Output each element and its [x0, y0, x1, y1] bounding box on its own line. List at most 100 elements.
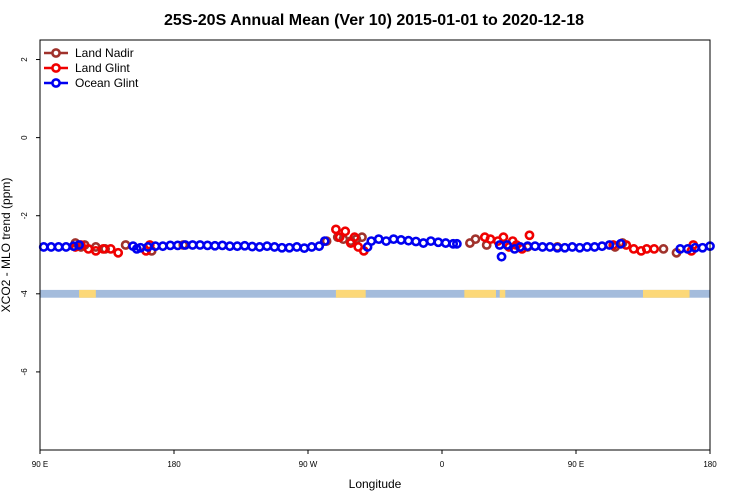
y-axis-label: XCO2 - MLO trend (ppm) [0, 178, 13, 313]
data-point [649, 244, 660, 254]
land-ocean-band [40, 289, 710, 298]
data-point [262, 241, 272, 252]
data-point [451, 238, 462, 249]
data-point [485, 234, 496, 245]
data-point [247, 241, 258, 252]
data-point [589, 242, 600, 252]
data-point [53, 242, 64, 252]
data-point [559, 242, 570, 253]
data-point [314, 241, 325, 252]
data-point [113, 247, 124, 258]
data-point [537, 242, 548, 252]
data-point [68, 241, 79, 252]
data-point [254, 242, 265, 252]
data-point [574, 242, 585, 253]
data-points [38, 224, 715, 262]
x-tick-label: 90 W [299, 460, 318, 469]
data-point [502, 240, 513, 250]
y-tick-label: -2 [20, 212, 29, 220]
data-point [105, 244, 116, 254]
land-segment [79, 289, 96, 298]
data-point [210, 240, 220, 251]
plot-frame [39, 39, 711, 451]
data-point [567, 242, 578, 252]
data-point [366, 236, 377, 246]
data-point [524, 230, 535, 241]
land-segment [499, 289, 506, 298]
data-point [165, 240, 176, 251]
data-point [530, 241, 540, 252]
data-point [658, 244, 669, 254]
data-point [299, 243, 310, 254]
data-point [98, 244, 109, 254]
legend-label: Land Glint [75, 61, 130, 75]
data-point [498, 232, 509, 243]
data-point [224, 241, 235, 252]
data-point [615, 238, 626, 249]
y-tick-label: -6 [20, 368, 29, 376]
data-point [425, 236, 436, 246]
data-point [180, 240, 191, 250]
data-point [291, 242, 302, 252]
data-point [448, 238, 459, 249]
data-point [157, 241, 168, 252]
data-point [582, 242, 593, 252]
data-point [433, 237, 444, 248]
data-point [331, 224, 341, 235]
legend-marker [51, 48, 61, 58]
data-point [440, 238, 451, 248]
data-point [172, 240, 183, 251]
legend-marker [51, 78, 61, 88]
land-segment [335, 289, 366, 298]
data-point [604, 240, 615, 250]
data-point [239, 240, 250, 251]
data-point [319, 236, 330, 246]
data-point [277, 242, 287, 253]
data-point [120, 240, 131, 250]
x-tick-label: 90 E [568, 460, 584, 469]
y-tick-label: 0 [20, 135, 29, 140]
data-point [675, 244, 686, 254]
data-point [38, 242, 49, 252]
chart-title: 25S-20S Annual Mean (Ver 10) 2015-01-01 … [164, 12, 584, 29]
data-point [597, 241, 607, 252]
data-point [396, 235, 406, 245]
data-point [418, 238, 429, 248]
x-tick-label: 180 [703, 460, 717, 469]
data-point [470, 234, 481, 245]
data-point [150, 241, 161, 252]
data-point [388, 234, 399, 245]
data-point [306, 242, 317, 252]
data-point [357, 232, 367, 243]
series-land-glint [70, 224, 699, 258]
data-point [334, 232, 345, 243]
x-axis: 90 E 180 90 W 0 90 E 180 [32, 450, 717, 469]
data-point [195, 240, 205, 250]
data-point [403, 235, 414, 246]
land-segment [643, 289, 690, 298]
legend-label: Ocean Glint [75, 76, 139, 90]
data-point [187, 240, 198, 250]
data-point [74, 240, 84, 250]
data-point [552, 242, 563, 253]
land-segment [464, 289, 496, 298]
data-point [522, 241, 533, 252]
data-point [628, 244, 639, 254]
x-tick-label: 180 [167, 460, 181, 469]
data-point [217, 240, 228, 251]
x-tick-label: 0 [440, 460, 445, 469]
data-point [202, 240, 213, 251]
data-point [697, 242, 708, 253]
data-point [61, 242, 71, 252]
data-point [269, 242, 280, 252]
data-point [349, 232, 360, 243]
data-point [496, 251, 507, 262]
series-ocean-glint [38, 234, 715, 262]
x-axis-label: Longitude [349, 477, 402, 491]
data-point [232, 241, 243, 252]
data-point [284, 242, 295, 253]
data-point [621, 240, 632, 250]
data-point [411, 236, 421, 247]
